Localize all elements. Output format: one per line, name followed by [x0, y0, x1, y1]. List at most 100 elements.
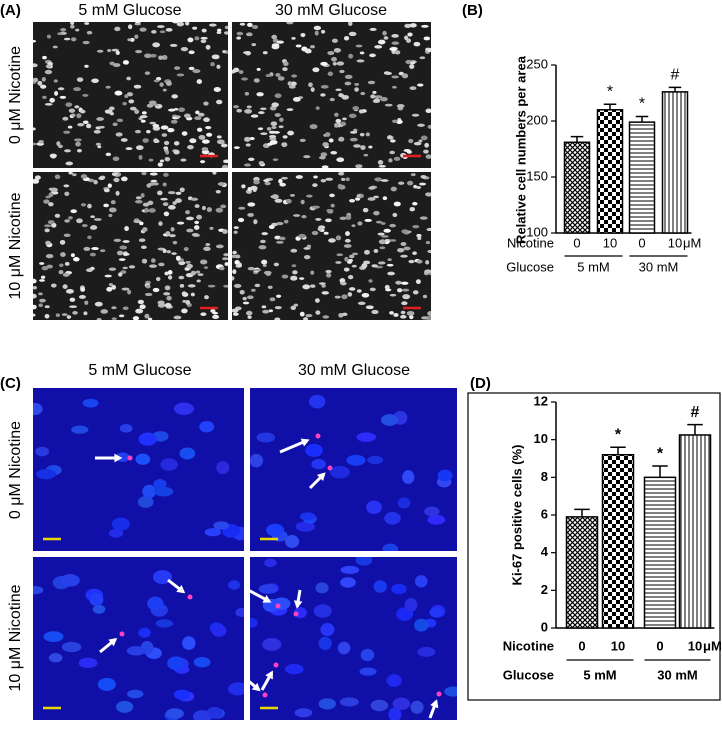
nucleus: [424, 506, 440, 517]
nucleus: [315, 106, 320, 110]
nucleus: [261, 259, 268, 265]
nucleus: [37, 80, 43, 86]
nucleus: [213, 87, 221, 92]
nucleus: [426, 227, 431, 232]
image-bg: [250, 388, 457, 551]
nucleus: [173, 402, 194, 415]
nucleus: [153, 138, 159, 144]
nucleus: [80, 203, 87, 207]
nucleus: [279, 117, 284, 122]
nucleus: [360, 145, 366, 150]
nucleus: [237, 262, 242, 267]
nucleus: [215, 244, 224, 249]
nucleus: [39, 279, 45, 282]
nucleus: [160, 458, 178, 471]
nucleus: [103, 188, 110, 193]
nucleus: [310, 45, 315, 49]
nucleus: [181, 308, 188, 314]
nucleus: [60, 574, 80, 587]
nucleus: [389, 311, 394, 315]
group-name: 30 mM: [639, 259, 679, 274]
nucleus: [413, 141, 422, 146]
nucleus: [159, 30, 166, 34]
nucleus: [400, 254, 408, 258]
image-content: [250, 388, 457, 551]
significance: *: [607, 83, 613, 100]
nucleus: [200, 259, 208, 265]
nucleus: [111, 306, 117, 310]
nucleus: [271, 125, 277, 129]
nucleus: [108, 207, 117, 213]
nucleus: [352, 105, 360, 111]
nucleus: [42, 95, 47, 99]
nucleus: [209, 23, 217, 27]
nucleus: [216, 64, 221, 69]
nucleus: [335, 118, 342, 124]
nucleus: [196, 214, 203, 220]
nucleus: [189, 138, 197, 144]
ki67-dot: [127, 455, 133, 461]
nucleus: [331, 38, 338, 43]
nucleus: [119, 245, 126, 250]
nucleus: [138, 238, 146, 243]
nucleus: [50, 283, 57, 288]
nucleus: [173, 315, 182, 320]
nucleus: [380, 235, 389, 238]
nucleus: [54, 91, 59, 96]
nucleus: [96, 117, 104, 121]
ki67-dot: [119, 631, 125, 637]
nucleus: [87, 235, 92, 240]
nucleus: [182, 299, 187, 303]
nucleus: [139, 115, 148, 119]
nucleus: [178, 107, 186, 113]
nucleus: [78, 657, 98, 668]
nucleus: [93, 129, 101, 134]
nucleus: [412, 290, 419, 295]
ki67-dot: [327, 465, 333, 471]
nucleus: [244, 109, 253, 114]
nucleus: [236, 36, 242, 40]
nucleus: [126, 646, 146, 656]
nucleus: [232, 250, 237, 255]
nucleus: [65, 161, 74, 166]
nucleus: [391, 583, 407, 595]
nucleus: [363, 153, 369, 157]
nucleus: [250, 453, 264, 468]
nucleus: [380, 222, 386, 225]
nucleus: [334, 112, 339, 117]
nucleus: [302, 284, 311, 290]
nucleus: [218, 266, 225, 271]
nucleus: [387, 135, 393, 139]
nucleus: [105, 152, 112, 157]
nucleus: [392, 85, 397, 89]
nucleus: [70, 209, 77, 214]
nucleus: [184, 22, 190, 26]
nucleus: [59, 95, 67, 99]
nucleus: [170, 227, 175, 232]
nucleus: [340, 565, 360, 574]
nucleus: [292, 214, 301, 217]
nucleus: [138, 627, 151, 638]
nucleus: [205, 44, 211, 50]
nucleus: [194, 204, 200, 209]
nucleus: [404, 35, 409, 41]
nucleus: [420, 135, 428, 141]
nucleus: [153, 79, 160, 83]
nucleus: [412, 251, 417, 256]
nucleus: [175, 115, 181, 119]
nucleus: [232, 67, 240, 73]
nucleus: [123, 252, 130, 256]
nucleus: [312, 183, 318, 188]
nucleus: [416, 259, 423, 264]
nucleus: [409, 86, 417, 91]
nucleus: [354, 82, 360, 86]
nucleus: [39, 262, 45, 265]
nucleus: [368, 279, 373, 283]
nucleus: [370, 94, 376, 99]
nucleus: [139, 304, 146, 310]
nucleus: [132, 316, 140, 320]
nucleus: [91, 78, 99, 83]
nucleus: [216, 31, 222, 34]
nucleus: [139, 221, 144, 226]
x-tick-label: 10: [603, 235, 617, 250]
